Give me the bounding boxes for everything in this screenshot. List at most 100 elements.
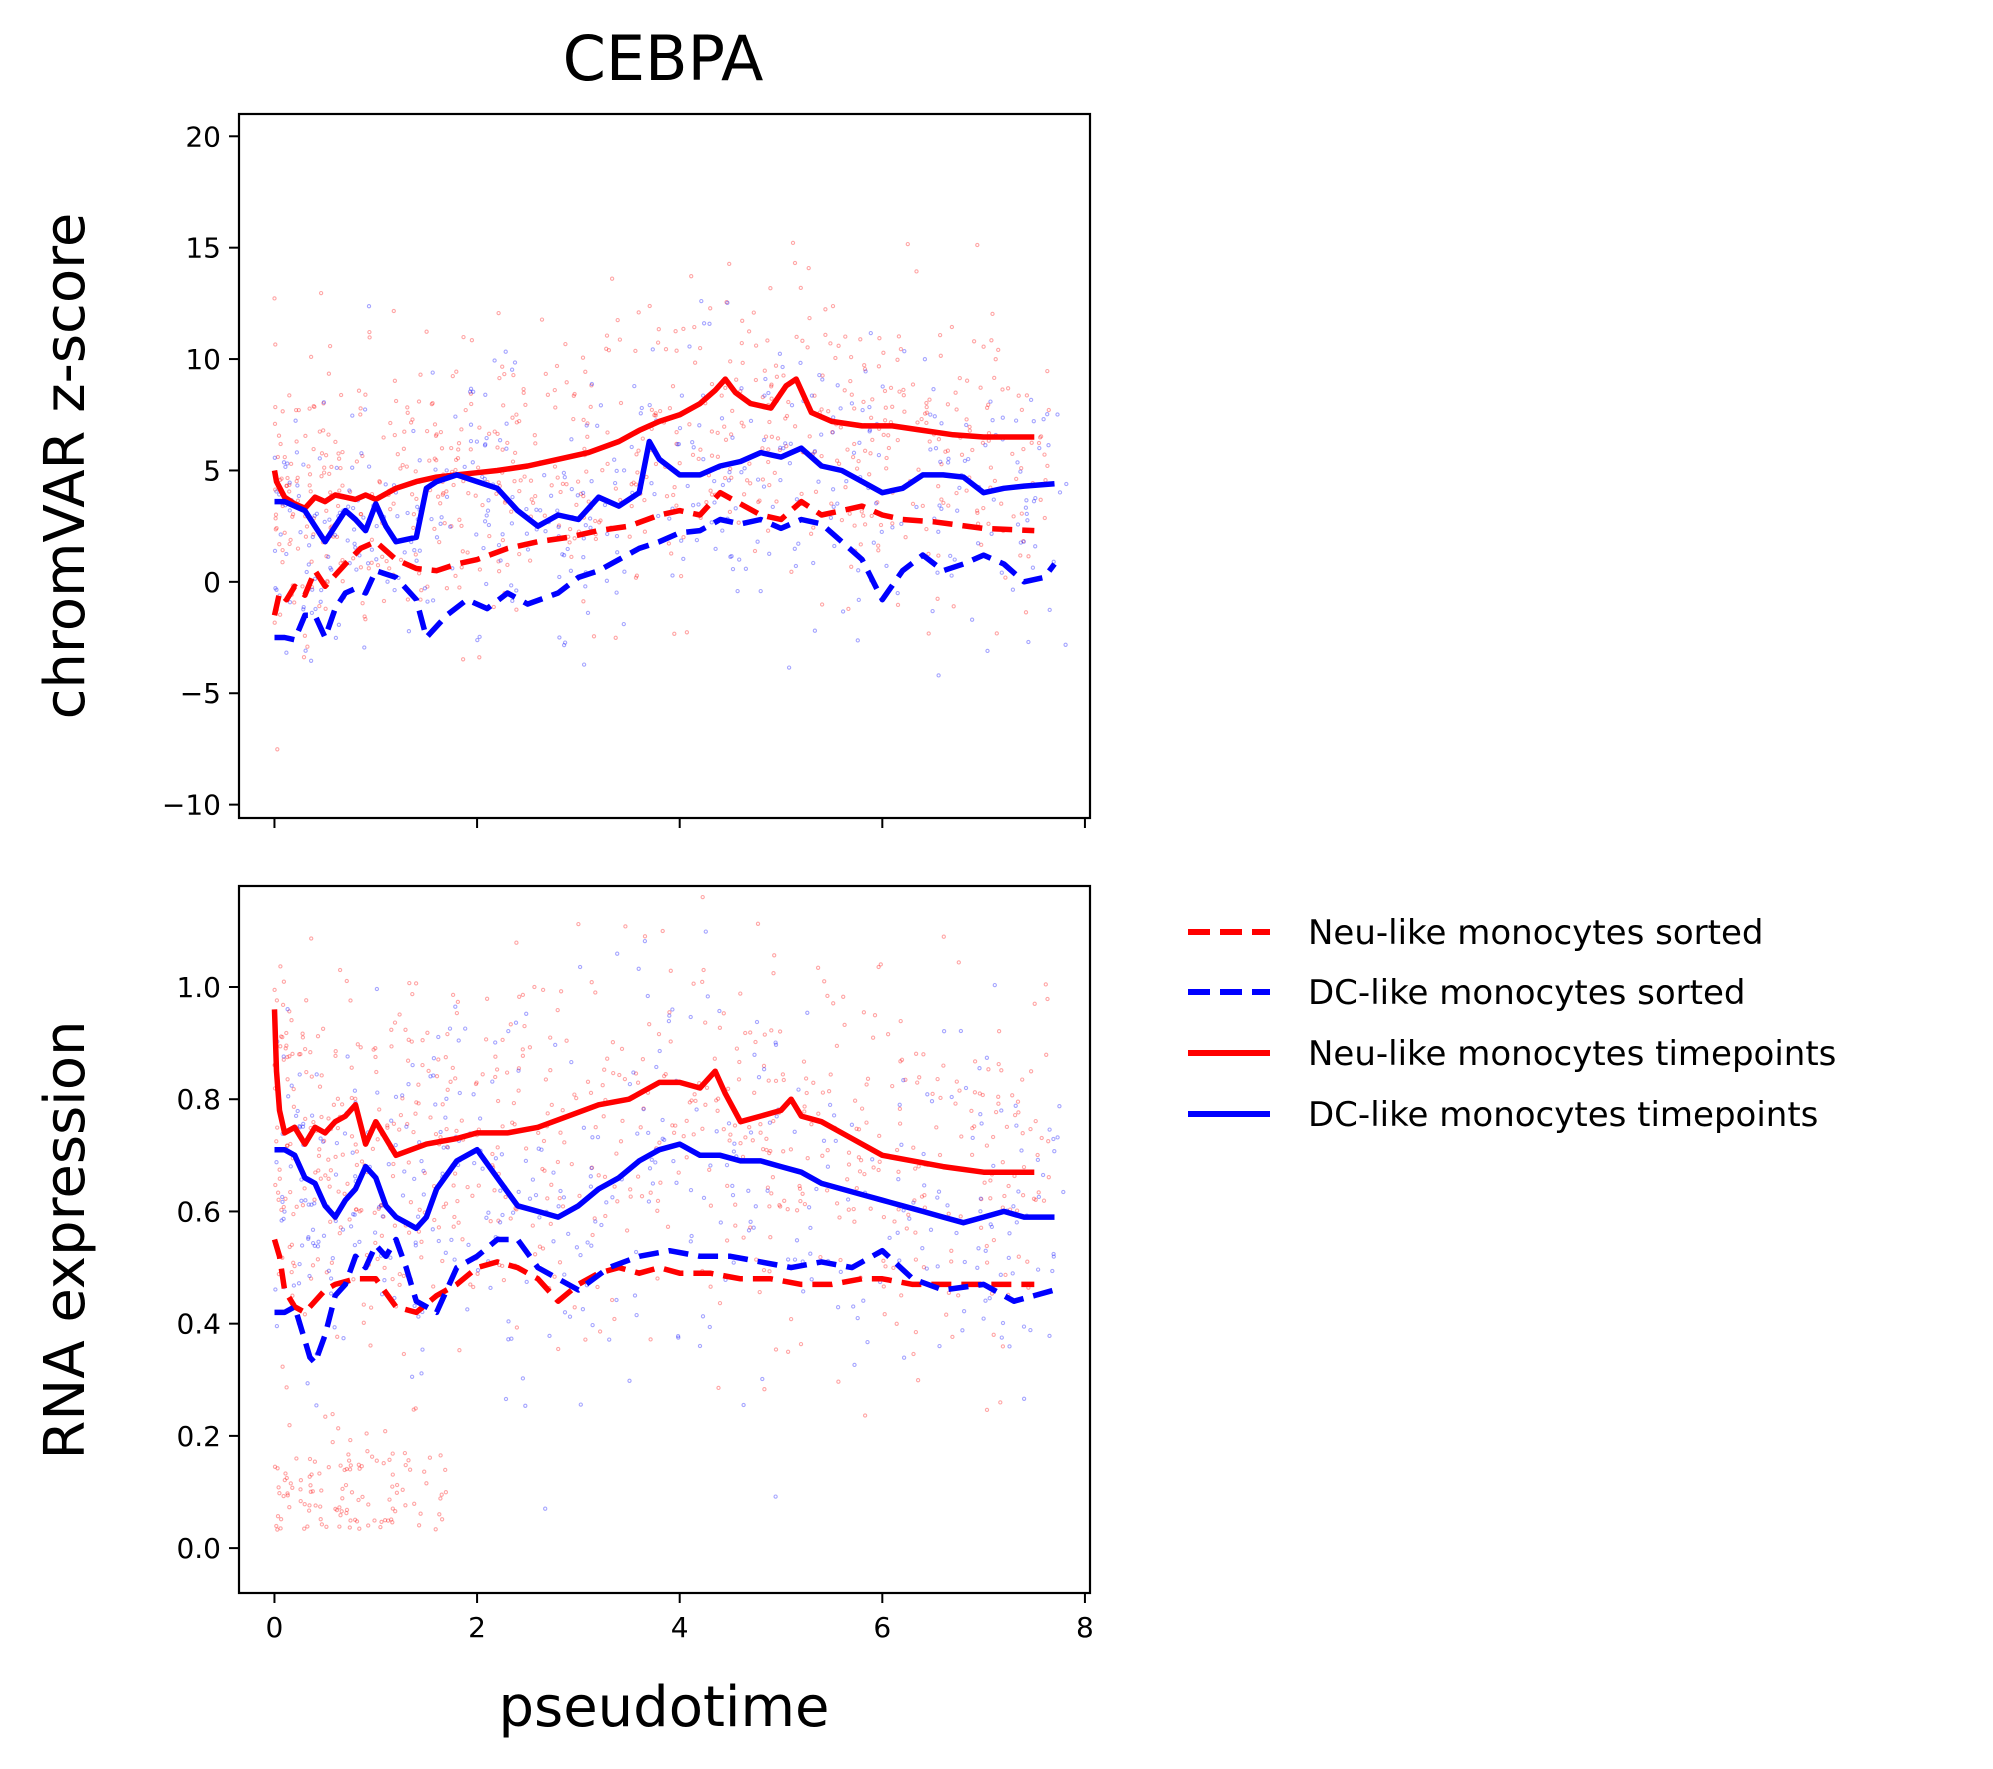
rna-scatter-point	[278, 1526, 283, 1531]
chromvar-scatter-point	[554, 363, 560, 369]
chromvar-scatter-point	[877, 336, 882, 341]
rna-scatter-point	[364, 1431, 369, 1436]
rna-scatter-point	[513, 1020, 519, 1025]
chromvar-scatter-point	[321, 400, 327, 405]
rna-scatter-point	[473, 1081, 479, 1087]
rna-scatter-point	[282, 1209, 287, 1214]
rna-scatter-point	[318, 1176, 323, 1181]
chromvar-scatter-point	[321, 428, 326, 433]
rna-scatter-point	[825, 1164, 831, 1169]
rna-scatter-point	[676, 1335, 681, 1340]
chromvar-scatter-point	[981, 344, 986, 349]
chromvar-scatter-point	[471, 389, 476, 394]
rna-scatter-point	[865, 1339, 870, 1345]
rna-scatter-point	[650, 1181, 656, 1186]
rna-scatter-point	[390, 1451, 395, 1456]
rna-scatter-point	[298, 1051, 303, 1057]
chromvar-scatter-point	[335, 503, 341, 509]
chromvar-scatter-point	[669, 551, 674, 556]
rna-scatter-point	[611, 1070, 616, 1076]
chromvar-scatter-point	[845, 447, 850, 452]
rna-scatter-point	[443, 1467, 448, 1473]
rna-scatter-point	[1006, 1255, 1011, 1261]
chromvar-scatter-point	[463, 407, 468, 413]
chromvar-scatter-point	[778, 477, 783, 483]
rna-scatter-point	[431, 1073, 436, 1078]
chromvar-scatter-point	[612, 480, 618, 486]
chromvar-scatter-point	[835, 501, 840, 506]
chromvar-scatter-point	[924, 420, 929, 426]
chromvar-scatter-point	[332, 532, 338, 538]
rna-scatter-point	[418, 1511, 423, 1516]
chromvar-scatter-point	[1043, 478, 1048, 483]
rna-scatter-point	[421, 1168, 426, 1174]
rna-scatter-point	[443, 1055, 448, 1060]
chromvar-scatter-point	[287, 480, 292, 485]
rna-scatter-point	[454, 1128, 459, 1134]
rna-scatter-point	[309, 936, 314, 941]
rna-scatter-point	[585, 1240, 590, 1245]
rna-scatter-point	[397, 1271, 402, 1277]
rna-scatter-point	[463, 1026, 468, 1031]
chromvar-scatter-point	[897, 389, 902, 394]
rna-scatter-point	[845, 1177, 850, 1182]
chromvar-scatter-point	[952, 557, 957, 562]
chromvar-scatter-point	[969, 617, 975, 622]
chromvar-scatter-point	[884, 466, 889, 471]
rna-scatter-point	[913, 1257, 919, 1262]
rna-scatter-point	[523, 1146, 529, 1151]
rna-scatter-point	[920, 1246, 925, 1251]
chromvar-scatter-point	[809, 393, 815, 398]
rna-scatter-point	[593, 990, 598, 995]
rna-scatter-point	[310, 1227, 316, 1232]
rna-scatter-point	[335, 1334, 340, 1339]
rna-scatter-point	[390, 1484, 395, 1489]
chromvar-scatter-point	[728, 554, 733, 559]
rna-scatter-point	[602, 1067, 607, 1072]
chromvar-scatter-point	[862, 522, 868, 527]
chromvar-scatter-point	[438, 501, 443, 506]
chromvar-scatter-point	[701, 321, 707, 326]
chromvar-scatter-point	[345, 538, 350, 543]
chromvar-scatter-point	[510, 494, 515, 500]
chromvar-scatter-point	[565, 546, 570, 552]
rna-scatter-point	[733, 1202, 738, 1207]
rna-scatter-point	[599, 1222, 604, 1228]
rna-scatter-point	[410, 1062, 415, 1068]
rna-scatter-point	[617, 1072, 622, 1078]
rna-scatter-point	[352, 1242, 358, 1248]
rna-scatter-point	[278, 1044, 283, 1049]
chromvar-scatter-point	[486, 498, 491, 503]
chromvar-scatter-point	[879, 529, 884, 535]
chromvar-scatter-point	[957, 485, 962, 491]
chromvar-scatter-point	[739, 340, 744, 346]
rna-scatter-point	[495, 1098, 501, 1104]
rna-scatter-point	[953, 1101, 958, 1106]
chromvar-scatter-point	[449, 524, 454, 529]
chromvar-scatter-point	[685, 483, 690, 489]
rna-scatter-point	[319, 1522, 325, 1527]
rna-scatter-point	[401, 1351, 407, 1357]
chromvar-scatter-point	[477, 425, 482, 430]
rna-scatter-point	[660, 1117, 665, 1123]
rna-scatter-point	[499, 1152, 505, 1157]
rna-scatter-point	[767, 1150, 772, 1156]
rna-scatter-point	[430, 1227, 435, 1232]
rna-scatter-point	[307, 1503, 312, 1508]
rna-scatter-point	[632, 1293, 638, 1298]
rna-scatter-point	[675, 1333, 681, 1339]
chromvar-scatter-point	[726, 478, 732, 483]
chromvar-scatter-point	[589, 381, 595, 387]
rna-scatter-point	[872, 1013, 878, 1018]
rna-scatter-point	[412, 1501, 417, 1506]
rna-scatter-point	[273, 1287, 278, 1292]
chromvar-scatter-point	[807, 315, 812, 321]
chromvar-scatter-point	[572, 536, 577, 541]
rna-scatter-point	[716, 1385, 721, 1391]
chromvar-scatter-point	[405, 405, 410, 410]
rna-scatter-point	[366, 1502, 371, 1507]
chromvar-scatter-point	[589, 383, 594, 388]
rna-scatter-point	[603, 1213, 608, 1219]
chromvar-scatter-point	[492, 429, 497, 434]
